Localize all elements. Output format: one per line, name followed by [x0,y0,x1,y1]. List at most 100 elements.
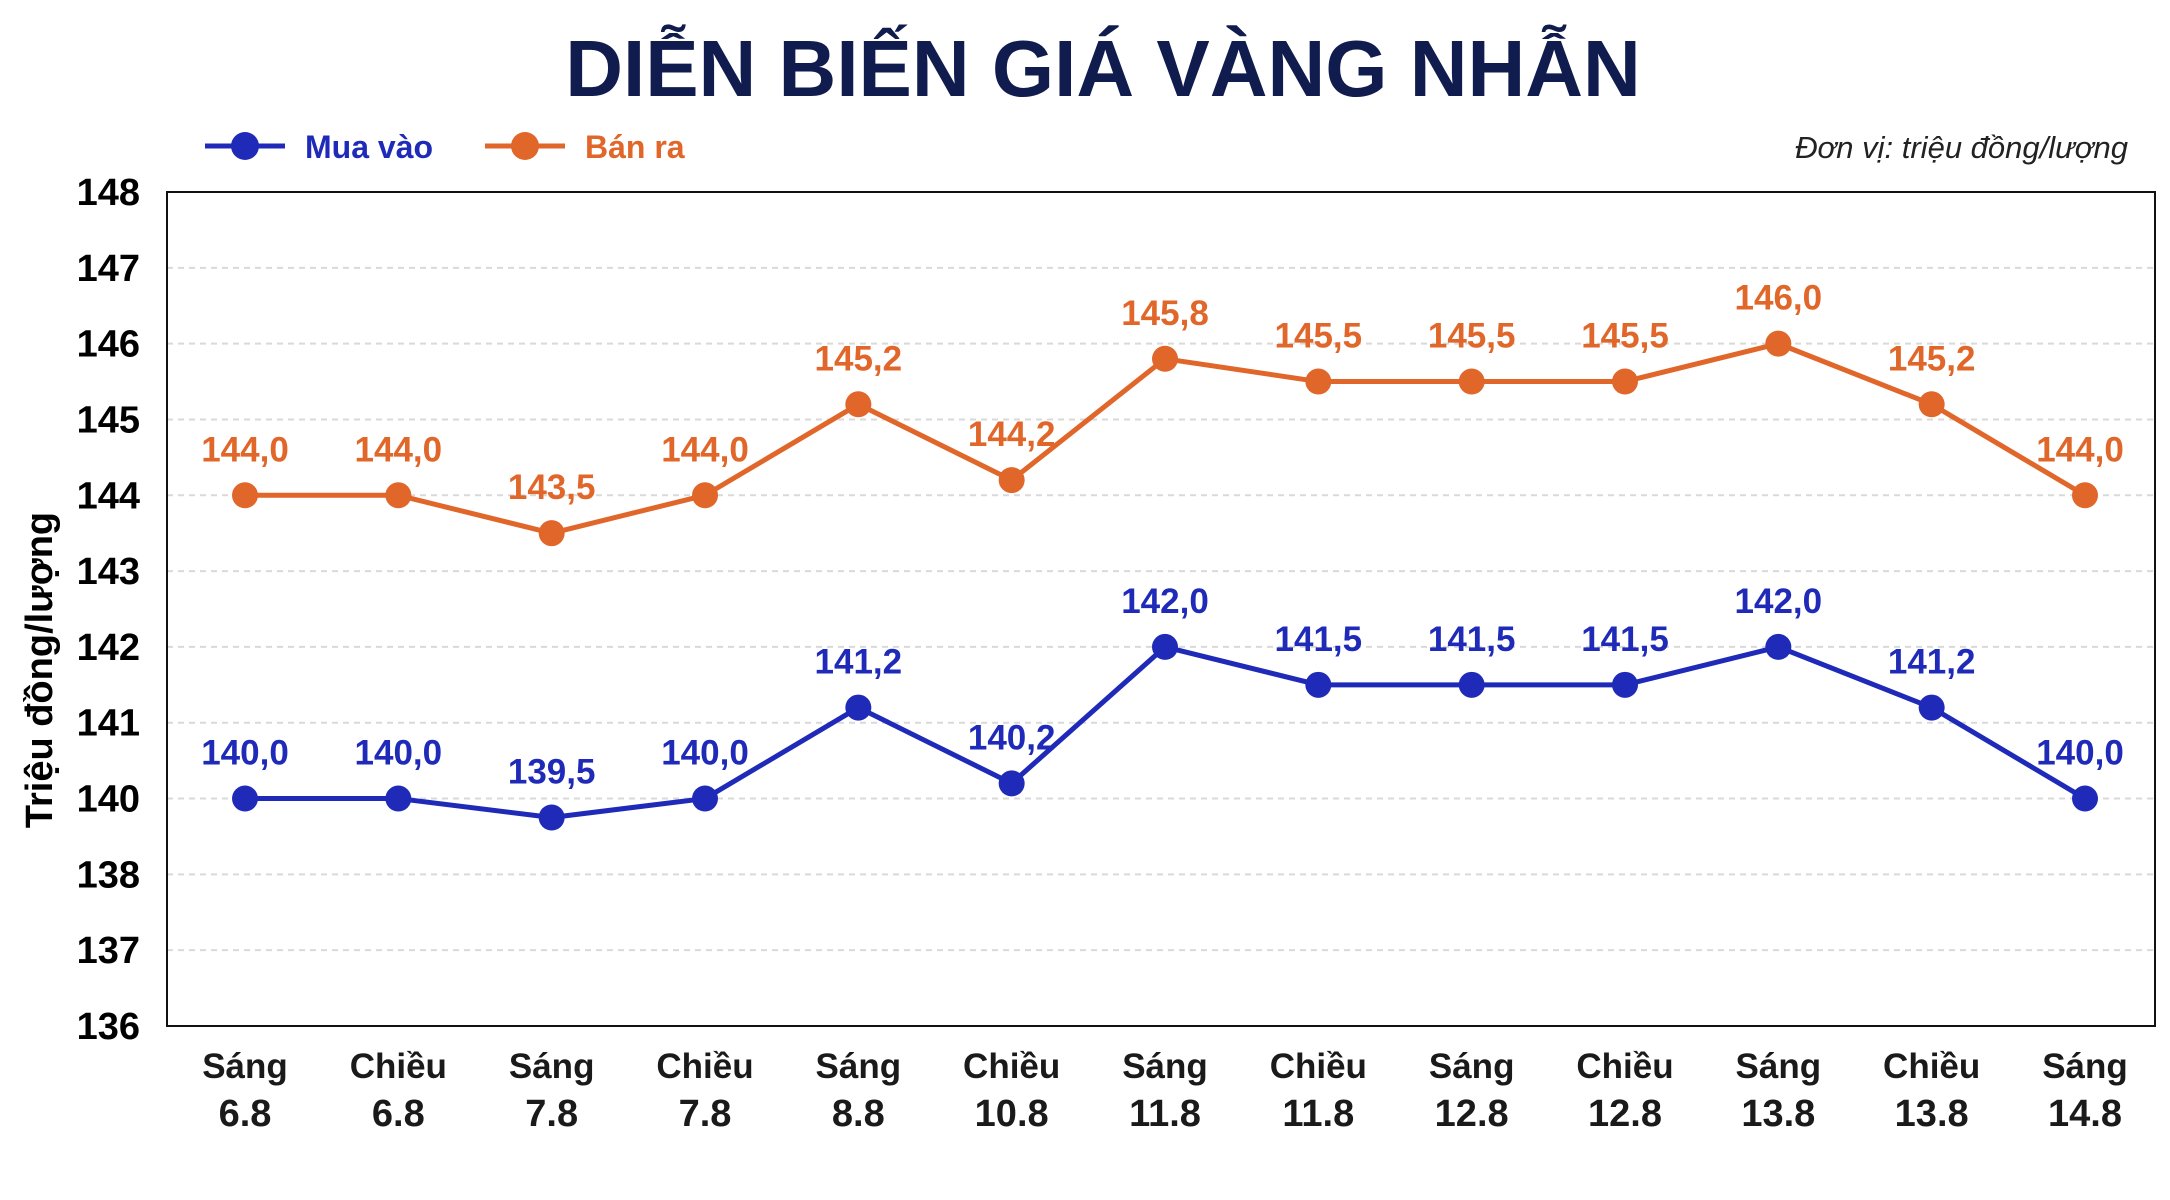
data-label-buy: 141,2 [815,643,903,682]
x-tick-date: 8.8 [832,1093,885,1135]
data-point-buy [2072,785,2098,812]
data-point-buy [998,770,1025,797]
data-label-sell: 144,0 [355,430,443,469]
data-label-buy: 140,0 [2036,734,2124,773]
data-point-sell [232,482,258,509]
y-tick-label: 136 [77,1006,140,1048]
x-tick-date: 12.8 [1588,1093,1662,1135]
y-tick-label: 141 [77,703,140,745]
data-point-sell [1612,368,1638,395]
x-tick-session: Sáng [1122,1047,1208,1086]
y-tick-label: 142 [77,627,140,669]
data-label-buy: 141,5 [1581,620,1669,659]
y-tick-label: 144 [77,475,140,517]
x-tick-label: Chiều 7.8 [656,1047,753,1135]
x-tick-date: 13.8 [1741,1093,1815,1135]
data-label-buy: 141,5 [1428,620,1516,659]
data-label-buy: 140,0 [201,734,289,773]
legend-item-buy: Mua vào [205,129,433,165]
data-point-sell [692,482,718,509]
data-label-sell: 145,5 [1428,317,1516,356]
data-labels: 140,0 140,0 139,5 140,0 141,2 140,2 142,0 141,5… [201,279,2124,792]
data-label-sell: 144,2 [968,415,1056,454]
x-tick-session: Chiều [1270,1047,1367,1086]
data-point-sell [1765,330,1792,357]
data-point-buy [1612,671,1638,698]
data-label-buy: 142,0 [1121,582,1209,621]
x-tick-date: 13.8 [1895,1093,1969,1135]
data-label-sell: 145,2 [815,339,903,378]
x-tick-label: Sáng 7.8 [509,1047,595,1135]
x-tick-session: Chiều [963,1047,1060,1086]
x-tick-session: Sáng [2042,1047,2128,1086]
x-tick-date: 12.8 [1435,1093,1509,1135]
x-tick-session: Sáng [509,1047,595,1086]
x-tick-label: Sáng 8.8 [816,1047,902,1135]
x-tick-label: Chiều 12.8 [1576,1047,1673,1135]
x-tick-labels: Sáng 6.8 Chiều 6.8 Sáng 7.8 Chiều 7.8 Sáng 8.8 Chi… [202,1047,2128,1135]
x-tick-session: Sáng [1429,1047,1515,1086]
data-point-buy [692,785,718,812]
data-point-buy [232,785,258,812]
y-tick-label: 137 [77,930,140,972]
data-label-buy: 140,0 [661,734,749,773]
x-tick-session: Sáng [816,1047,902,1086]
x-tick-date: 11.8 [1282,1093,1354,1135]
data-label-sell: 143,5 [508,468,596,507]
data-label-sell: 145,2 [1888,339,1976,378]
data-point-sell [1918,391,1945,418]
data-label-sell: 146,0 [1735,279,1823,318]
plot-frame [166,191,2156,1027]
x-tick-date: 7.8 [679,1093,732,1135]
data-label-sell: 144,0 [2036,430,2124,469]
data-label-buy: 141,2 [1888,643,1976,682]
data-point-buy [1765,633,1792,660]
data-point-buy [1305,671,1332,698]
x-tick-label: Sáng 14.8 [2042,1047,2128,1135]
y-tick-label: 148 [77,172,140,214]
data-label-buy: 139,5 [508,753,596,792]
data-label-buy: 141,5 [1275,620,1363,659]
y-tick-label: 138 [77,854,140,896]
data-label-buy: 142,0 [1735,582,1823,621]
data-label-buy: 140,0 [355,734,443,773]
x-tick-label: Sáng 13.8 [1736,1047,1822,1135]
data-point-sell [845,391,872,418]
data-point-sell [385,482,412,509]
legend: Mua vào Bán ra [205,129,685,165]
data-point-sell [1458,368,1485,395]
data-point-buy [1152,633,1178,660]
x-tick-date: 14.8 [2048,1093,2122,1135]
y-tick-label: 143 [77,551,140,593]
y-tick-labels: 136 137 138 140 141 142 143 144 145 146 147 148 [77,172,140,1048]
series-line-buy [245,644,2087,820]
x-tick-date: 11.8 [1129,1093,1201,1135]
data-point-sell [1152,345,1178,372]
x-tick-label: Chiều 10.8 [963,1047,1060,1135]
data-point-buy [385,785,412,812]
data-label-sell: 144,0 [201,430,289,469]
y-tick-label: 146 [77,324,140,366]
series [232,330,2098,831]
x-tick-session: Chiều [1576,1047,1673,1086]
data-point-buy [845,694,872,721]
legend-item-sell: Bán ra [485,129,685,165]
data-point-sell [538,520,565,547]
x-tick-session: Chiều [1883,1047,1980,1086]
y-tick-label: 147 [77,248,140,290]
data-label-sell: 145,5 [1275,317,1363,356]
data-point-sell [998,467,1025,494]
x-tick-label: Sáng 12.8 [1429,1047,1515,1135]
axes [166,191,2156,1027]
x-tick-label: Sáng 11.8 [1122,1047,1208,1135]
data-point-sell [2072,482,2098,509]
x-tick-label: Sáng 6.8 [202,1047,288,1135]
legend-buy-label: Mua vào [305,129,433,165]
y-tick-label: 140 [77,779,140,821]
x-tick-label: Chiều 13.8 [1883,1047,1980,1135]
data-label-buy: 140,2 [968,718,1056,757]
legend-buy-marker [231,132,259,160]
legend-sell-label: Bán ra [585,129,685,165]
